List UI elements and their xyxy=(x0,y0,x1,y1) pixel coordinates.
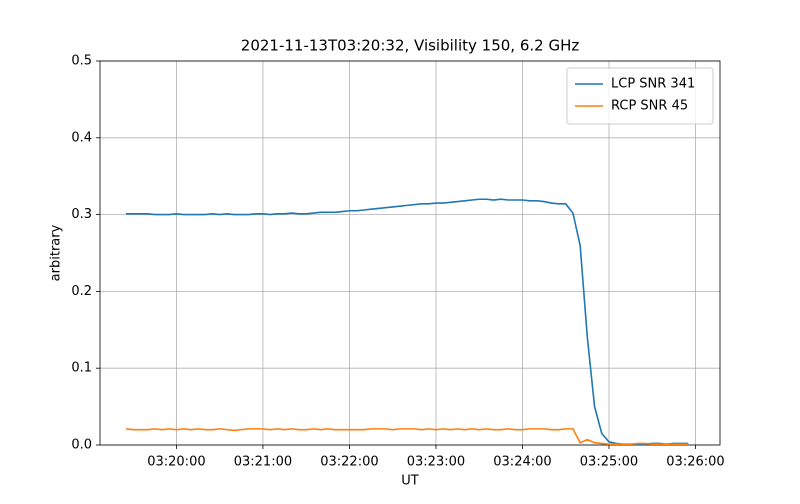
x-tick-label: 03:22:00 xyxy=(320,455,378,470)
plot-frame xyxy=(99,60,721,446)
chart-title: 2021-11-13T03:20:32, Visibility 150, 6.2… xyxy=(241,37,580,55)
x-tick-label: 03:21:00 xyxy=(234,455,292,470)
x-axis-label: UT xyxy=(401,474,419,489)
x-tick-label: 03:20:00 xyxy=(147,455,205,470)
y-tick-label: 0.1 xyxy=(71,361,92,376)
y-axis-label: arbitrary xyxy=(49,224,64,281)
x-tick-label: 03:24:00 xyxy=(493,455,551,470)
data-line xyxy=(125,428,689,446)
y-tick-label: 0.2 xyxy=(71,284,92,299)
y-tick-label: 0.4 xyxy=(71,130,92,145)
legend-label: RCP SNR 45 xyxy=(611,99,688,114)
data-line xyxy=(125,198,689,446)
x-tick-label: 03:26:00 xyxy=(666,455,724,470)
y-tick-label: 0.3 xyxy=(71,207,92,222)
x-tick-label: 03:25:00 xyxy=(580,455,638,470)
y-tick-label: 0.5 xyxy=(71,54,92,69)
y-tick-label: 0.0 xyxy=(71,438,92,453)
legend-label: LCP SNR 341 xyxy=(611,77,695,92)
legend-box xyxy=(566,67,714,125)
x-tick-label: 03:23:00 xyxy=(407,455,465,470)
